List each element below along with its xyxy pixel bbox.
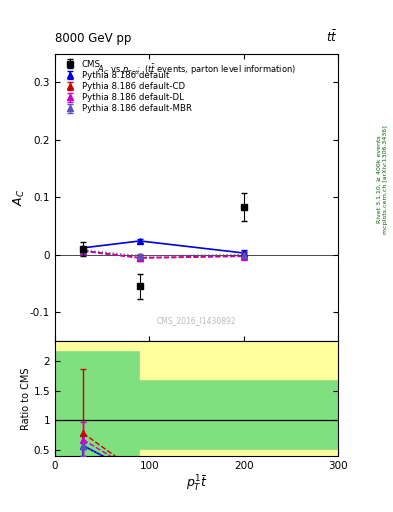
Text: Rivet 3.1.10, ≥ 400k events: Rivet 3.1.10, ≥ 400k events [377, 135, 382, 223]
Y-axis label: Ratio to CMS: Ratio to CMS [21, 367, 31, 430]
Text: $A_C$ vs $p_{T,t\bar{t}}$  ($t\bar{t}$ events, parton level information): $A_C$ vs $p_{T,t\bar{t}}$ ($t\bar{t}$ ev… [97, 62, 296, 77]
Legend: CMS, Pythia 8.186 default, Pythia 8.186 default-CD, Pythia 8.186 default-DL, Pyt: CMS, Pythia 8.186 default, Pythia 8.186 … [59, 58, 193, 115]
Y-axis label: $A_C$: $A_C$ [12, 188, 27, 206]
X-axis label: $p_T^1\bar{t}$: $p_T^1\bar{t}$ [185, 473, 208, 493]
Text: mcplots.cern.ch [arXiv:1306.3436]: mcplots.cern.ch [arXiv:1306.3436] [384, 125, 388, 233]
Text: 8000 GeV pp: 8000 GeV pp [55, 32, 131, 45]
Text: $t\bar{t}$: $t\bar{t}$ [327, 30, 338, 45]
Text: CMS_2016_I1430892: CMS_2016_I1430892 [157, 316, 236, 325]
